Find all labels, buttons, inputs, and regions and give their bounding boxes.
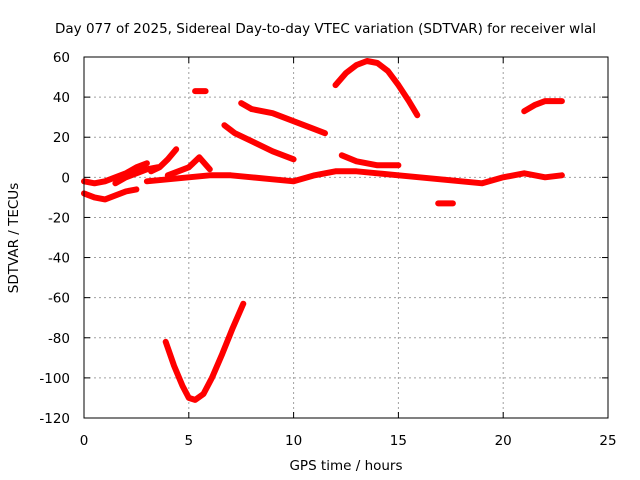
series-arc-main-baseline (143, 168, 565, 187)
grid-lines (84, 57, 608, 418)
y-tick-label: -20 (48, 210, 70, 226)
series-arc-late-rise (521, 98, 565, 115)
x-tick-label: 10 (285, 433, 302, 449)
series-arc-mid-bump (164, 154, 213, 179)
chart-title: Day 077 of 2025, Sidereal Day-to-day VTE… (55, 21, 596, 37)
series-arc-early-spike (148, 146, 180, 175)
x-tick-label: 5 (185, 433, 194, 449)
y-axis-ticks: -120 -100 -80 -60 -40 -20 0 20 40 60 (39, 50, 608, 427)
plot-frame (83, 56, 609, 419)
y-tick-label: 40 (53, 90, 70, 106)
series-arc-early-upper (81, 160, 150, 187)
y-tick-label: 60 (53, 50, 70, 66)
y-tick-label: -60 (48, 291, 70, 307)
y-tick-label: 0 (61, 170, 70, 186)
series-arc-descending-b (238, 100, 328, 137)
x-axis-ticks: 0 5 10 15 20 25 (80, 57, 617, 449)
data-series-group (81, 58, 565, 403)
y-tick-label: -80 (48, 331, 70, 347)
series-arc-descending-a (221, 122, 297, 163)
x-tick-label: 0 (80, 433, 89, 449)
x-tick-label: 20 (495, 433, 512, 449)
y-axis-label: SDTVAR / TECUs (6, 183, 22, 293)
series-arc-mid-descend (338, 152, 402, 169)
x-axis-label: GPS time / hours (289, 458, 402, 474)
series-arc-peak (332, 58, 421, 119)
y-tick-label: -100 (39, 371, 70, 387)
y-tick-label: 20 (53, 130, 70, 146)
y-tick-label: -40 (48, 251, 70, 267)
series-arc-dip (162, 300, 247, 403)
y-tick-label: -120 (39, 411, 70, 427)
series-arc-early-lower (81, 186, 140, 203)
x-tick-label: 15 (390, 433, 407, 449)
x-tick-label: 25 (599, 433, 616, 449)
